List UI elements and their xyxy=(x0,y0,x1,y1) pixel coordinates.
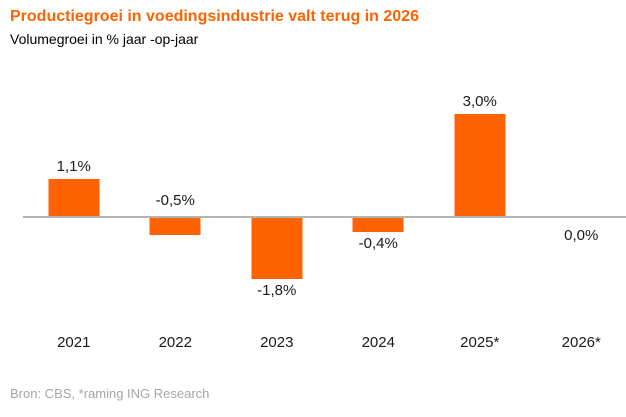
source-note: Bron: CBS, *raming ING Research xyxy=(10,386,210,401)
bar xyxy=(48,179,100,216)
chart-band: 1,1% 2021 xyxy=(23,60,125,360)
x-axis-label: 2021 xyxy=(57,334,91,351)
chart-band: 3,0% 2025* xyxy=(429,60,531,360)
bar-value-label: 3,0% xyxy=(462,93,497,110)
page-subtitle: Volumegroei in % jaar -op-jaar xyxy=(10,31,199,47)
chart-band: -0,4% 2024 xyxy=(328,60,430,360)
x-axis-label: 2025* xyxy=(460,334,500,351)
bar-value-label: 0,0% xyxy=(564,227,599,244)
x-axis-label: 2022 xyxy=(158,334,192,351)
bar-value-label: -0,4% xyxy=(358,235,398,252)
chart-band: 0,0% 2026* xyxy=(531,60,626,360)
x-axis-label: 2026* xyxy=(561,334,601,351)
x-axis-label: 2024 xyxy=(361,334,395,351)
bar xyxy=(352,218,404,232)
bar-value-label: 1,1% xyxy=(56,158,91,175)
chart: 1,1% 2021 -0,5% 2022 -1,8% 2023 -0,4% 2024 3,0% 2… xyxy=(0,60,626,360)
bar xyxy=(251,218,303,279)
bar xyxy=(149,218,201,235)
bar xyxy=(454,114,506,216)
page-title: Productiegroei in voedingsindustrie valt… xyxy=(10,8,419,25)
zero-axis-line xyxy=(23,216,626,218)
bar-value-label: -1,8% xyxy=(257,282,297,299)
chart-band: -1,8% 2023 xyxy=(226,60,328,360)
x-axis-label: 2023 xyxy=(260,334,294,351)
chart-band: -0,5% 2022 xyxy=(125,60,227,360)
bar-value-label: -0,5% xyxy=(155,192,195,209)
